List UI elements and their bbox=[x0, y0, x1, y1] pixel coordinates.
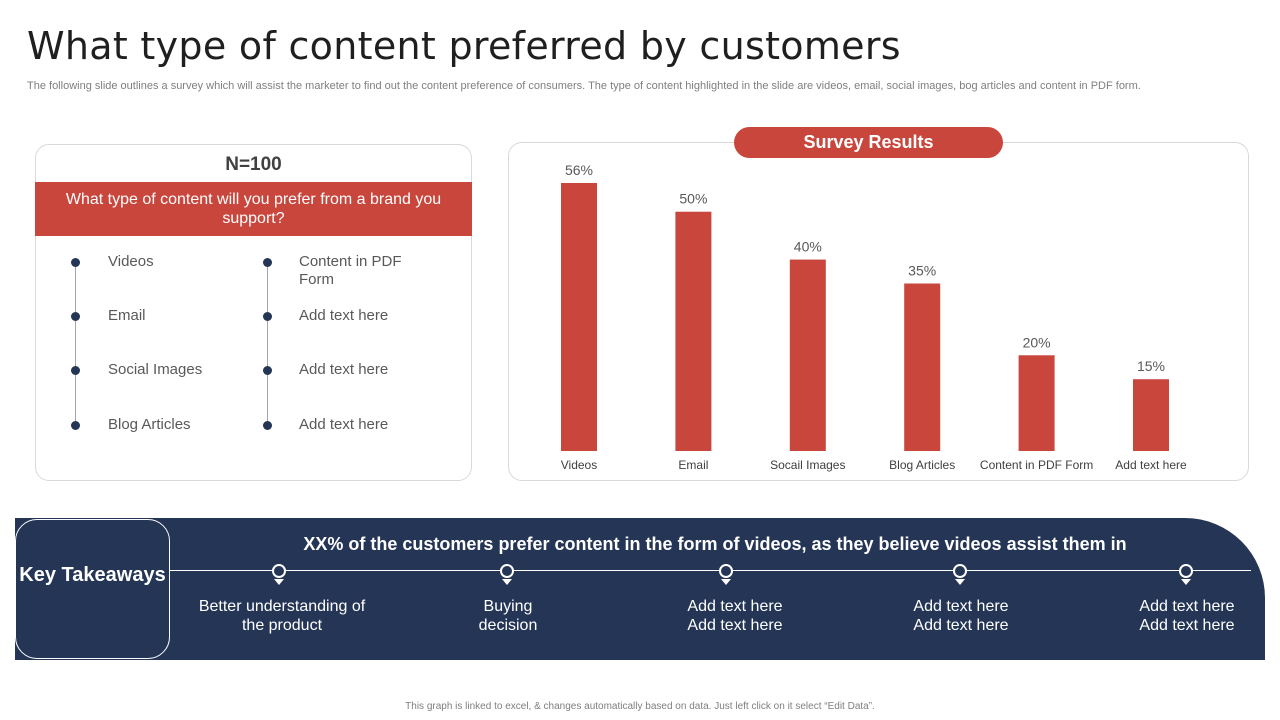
category-label-1: Videos bbox=[561, 458, 597, 472]
option-left-3: Social Images bbox=[108, 361, 203, 378]
bar-value-label-3: 40% bbox=[794, 239, 822, 255]
option-left-4: Blog Articles bbox=[108, 416, 191, 433]
timeline-marker-icon bbox=[272, 564, 286, 578]
bar-5 bbox=[1018, 355, 1055, 451]
category-label-4: Blog Articles bbox=[889, 458, 955, 472]
timeline-marker-icon bbox=[719, 564, 733, 578]
page-title: What type of content preferred by custom… bbox=[27, 24, 901, 68]
option-right-1: Content in PDF Form bbox=[299, 253, 402, 288]
takeaway-item-2: Buying decision bbox=[478, 598, 538, 634]
takeaway-item-3: Add text here Add text here bbox=[687, 598, 783, 634]
timeline-marker-icon bbox=[500, 564, 514, 578]
timeline-pointer-icon bbox=[502, 579, 512, 585]
option-right-4: Add text here bbox=[299, 416, 389, 433]
takeaway-item-1: Better understanding of the product bbox=[198, 598, 366, 634]
timeline-pointer-icon bbox=[1181, 579, 1191, 585]
bar-value-label-5: 20% bbox=[1023, 334, 1051, 350]
takeaway-item-5: Add text here Add text here bbox=[1139, 598, 1235, 634]
bullet-dot-icon bbox=[71, 421, 80, 430]
bullet-dot-icon bbox=[71, 258, 80, 267]
bullet-dot-icon bbox=[263, 258, 272, 267]
options-right-connector bbox=[267, 262, 268, 425]
timeline-pointer-icon bbox=[721, 579, 731, 585]
page-subtitle: The following slide outlines a survey wh… bbox=[27, 80, 1141, 92]
timeline-pointer-icon bbox=[955, 579, 965, 585]
footer-note: This graph is linked to excel, & changes… bbox=[405, 701, 875, 712]
takeaway-item-4: Add text here Add text here bbox=[913, 598, 1009, 634]
bullet-dot-icon bbox=[263, 366, 272, 375]
timeline-pointer-icon bbox=[274, 579, 284, 585]
survey-panel bbox=[35, 144, 472, 481]
bullet-dot-icon bbox=[71, 312, 80, 321]
bar-value-label-1: 56% bbox=[565, 162, 593, 178]
timeline-marker-icon bbox=[953, 564, 967, 578]
option-left-1: Videos bbox=[108, 253, 154, 270]
category-label-3: Socail Images bbox=[770, 458, 845, 472]
category-label-5: Content in PDF Form bbox=[980, 458, 1093, 472]
survey-results-chart: 56% Videos 50% Email 40% Socail Images 35% Blog… bbox=[561, 162, 1187, 472]
key-takeaways-label: Key Takeaways bbox=[19, 564, 166, 586]
bullet-dot-icon bbox=[71, 366, 80, 375]
key-takeaways-headline: XX% of the customers prefer content in t… bbox=[303, 534, 1127, 554]
options-left-connector bbox=[75, 262, 76, 425]
bar-value-label-2: 50% bbox=[679, 191, 707, 207]
bar-2 bbox=[675, 211, 712, 451]
timeline-marker-icon bbox=[1179, 564, 1193, 578]
sample-size-label: N=100 bbox=[225, 154, 282, 175]
bar-4 bbox=[904, 283, 941, 451]
key-takeaways-box bbox=[15, 519, 170, 659]
bullet-dot-icon bbox=[263, 312, 272, 321]
option-left-2: Email bbox=[108, 307, 146, 324]
takeaways-timeline bbox=[170, 570, 1251, 571]
category-label-2: Email bbox=[678, 458, 708, 472]
survey-results-heading: Survey Results bbox=[734, 127, 1003, 158]
bar-value-label-6: 15% bbox=[1137, 358, 1165, 374]
category-label-6: Add text here bbox=[1115, 458, 1187, 472]
bullet-dot-icon bbox=[263, 421, 272, 430]
bar-3 bbox=[789, 259, 826, 451]
bar-value-label-4: 35% bbox=[908, 263, 936, 279]
option-right-2: Add text here bbox=[299, 307, 389, 324]
survey-question: What type of content will you prefer fro… bbox=[35, 182, 472, 236]
key-takeaways-band bbox=[15, 518, 1265, 660]
bar-1 bbox=[561, 183, 597, 451]
bar-6 bbox=[1133, 379, 1169, 451]
option-right-3: Add text here bbox=[299, 361, 389, 378]
